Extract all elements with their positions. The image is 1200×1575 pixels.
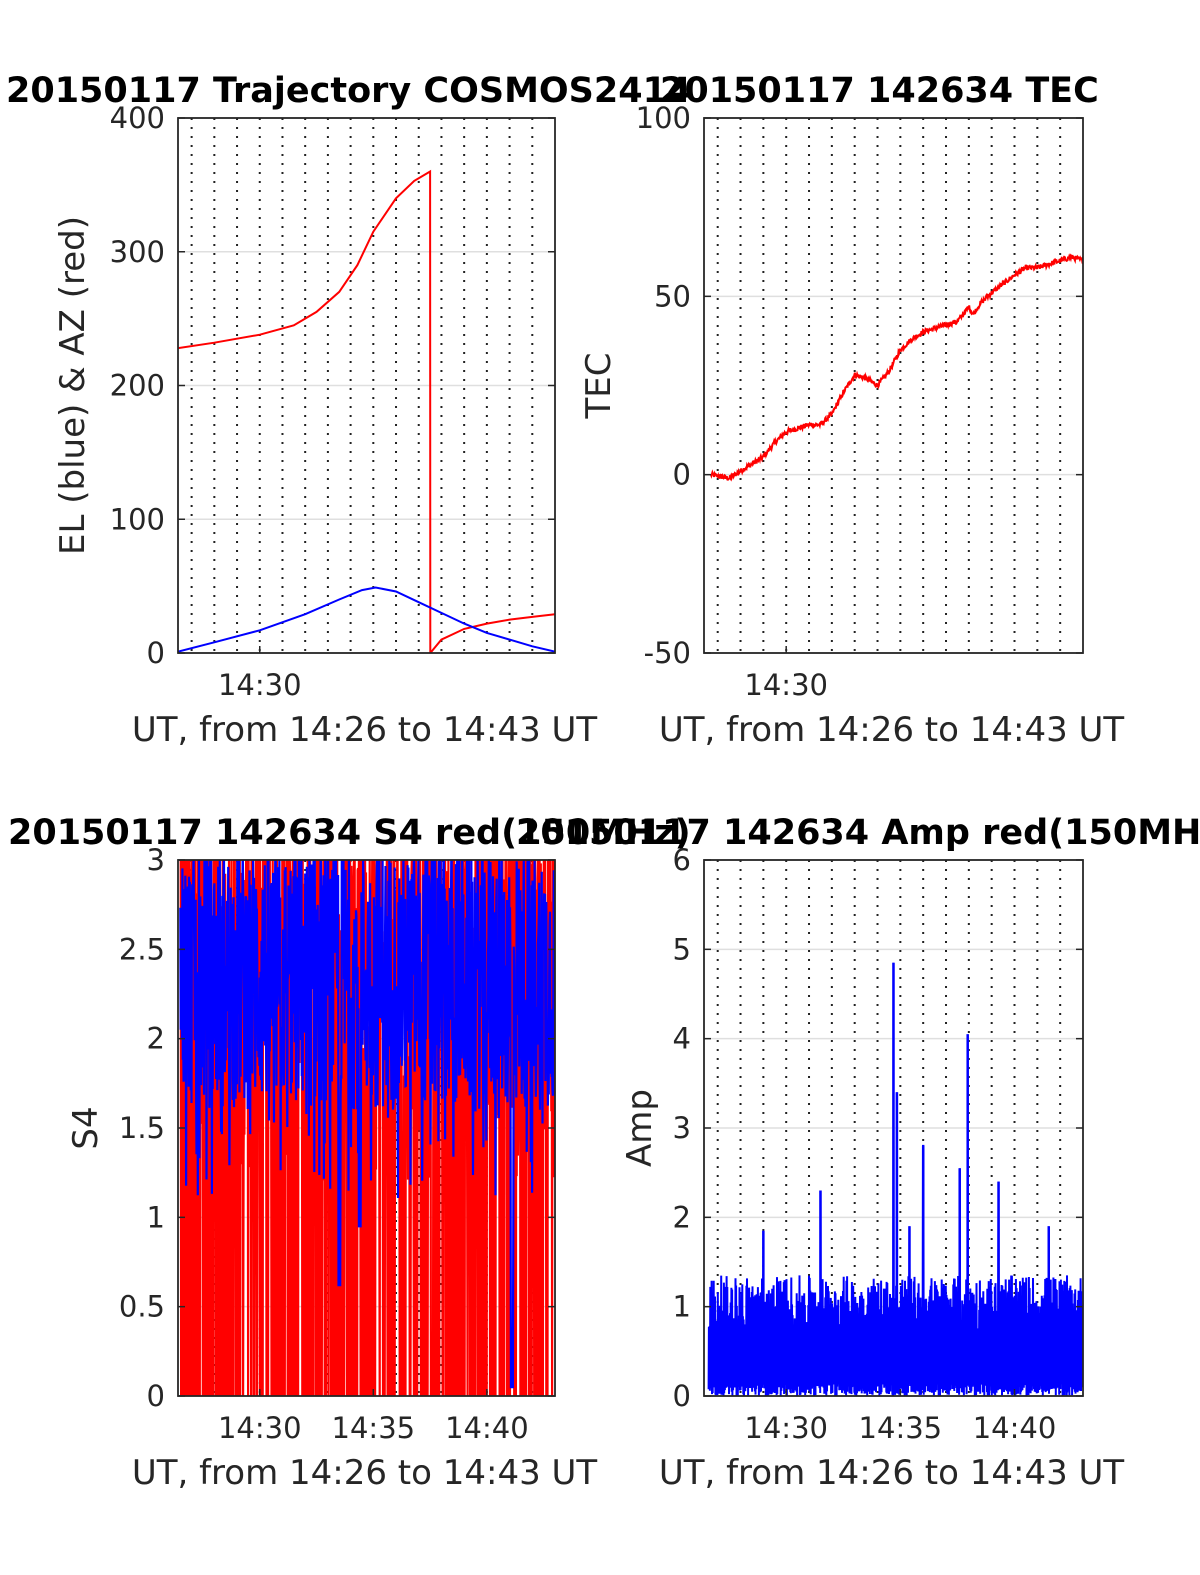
x-tick-label: 14:40 [973,1411,1057,1445]
chart-panel-1: 0 100 200 300 400 14:30 UT, from 14:26 to 14:4… [6,71,691,750]
x-tick-label: 14:30 [744,668,828,702]
y-tick-label: 300 [110,235,165,269]
series-line-2 [178,586,555,653]
y-tick-label: 4 [673,1022,691,1056]
x-axis-label: UT, from 14:26 to 14:43 UT [659,710,1125,750]
axes-box [703,117,1084,654]
x-tick-label: 14:35 [859,1411,943,1445]
chart-panel-4: 0 1 2 3 4 5 6 14:30 14:35 14:40 UT, from 14:26 to … [516,813,1200,1493]
y-tick-label: 0 [147,636,165,670]
x-tick-label: 14:30 [218,668,302,702]
y-tick-label: 3 [673,1111,691,1145]
y-tick-label: 0 [673,458,691,492]
y-tick-label: 50 [654,279,691,313]
y-tick-label: 2 [147,1022,165,1056]
x-tick-label: 14:30 [744,1411,828,1445]
y-tick-label: 5 [673,932,691,966]
plot-area [707,962,1083,1396]
plot-area [709,253,1083,482]
x-tick-label: 14:35 [332,1411,416,1445]
y-tick-label: 400 [110,101,165,135]
y-tick-label: 0 [147,1379,165,1413]
chart-title: 20150117 142634 S4 red(150MHz) [8,813,691,853]
y-tick-label: 6 [673,843,691,877]
x-tick-label: 14:30 [218,1411,302,1445]
chart-title: 20150117 Trajectory COSMOS2414 [6,71,691,111]
chart-panel-3: 0 0.5 1 1.5 2 2.5 3 14:30 14:35 14:40 UT, from 14:… [8,813,691,1493]
x-axis-label: UT, from 14:26 to 14:43 UT [132,1453,598,1493]
y-tick-label: 2 [673,1200,691,1234]
y-tick-label: 1 [147,1200,165,1234]
x-axis-label: UT, from 14:26 to 14:43 UT [132,710,598,750]
chart-title: 20150117 142634 TEC [660,71,1099,111]
y-axis-label: TEC [579,353,619,420]
plot-area [178,169,555,653]
series-s4-blue [179,860,555,1389]
y-tick-label: 3 [147,843,165,877]
y-tick-label: 1.5 [119,1111,165,1145]
y-tick-label: 100 [110,502,165,536]
y-tick-label: 2.5 [119,932,165,966]
y-tick-label: 200 [110,369,165,403]
chart-panel-2: -50 0 50 100 14:30 UT, from 14:26 to 14:43 UT… [579,71,1124,750]
y-tick-label: 0.5 [119,1290,165,1324]
y-tick-label: 100 [636,101,691,135]
series-amp [707,962,1083,1396]
x-tick-label: 14:40 [445,1411,529,1445]
chart-title: 20150117 142634 Amp red(150MHz) [516,813,1200,853]
series-line-1 [178,169,555,653]
plot-area [179,860,555,1396]
y-axis-label: Amp [620,1089,660,1167]
y-tick-label: 1 [673,1290,691,1324]
y-axis-label: EL (blue) & AZ (red) [53,216,93,555]
y-tick-label: 0 [673,1379,691,1413]
x-axis-label: UT, from 14:26 to 14:43 UT [659,1453,1125,1493]
y-tick-label: -50 [644,636,691,670]
y-axis-label: S4 [66,1106,106,1149]
series-line-tec [709,253,1083,482]
